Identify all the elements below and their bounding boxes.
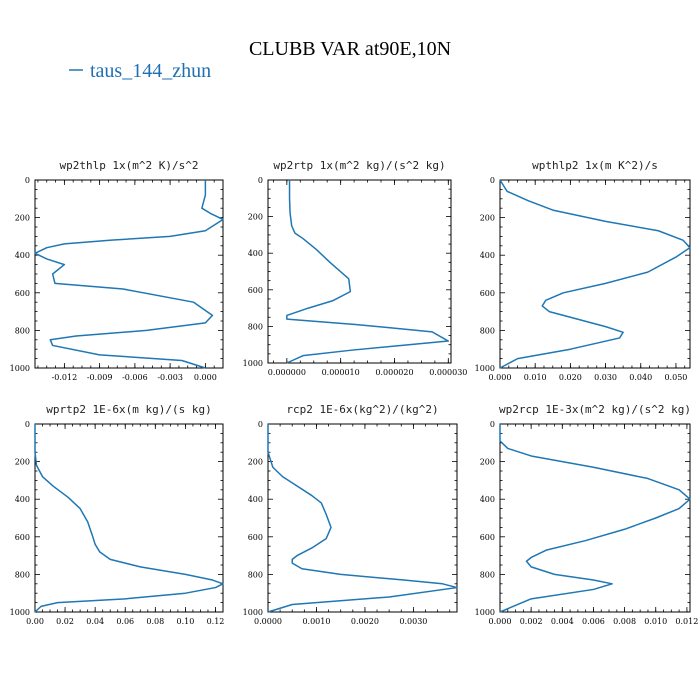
x-tick-label: 0.000 [194,373,217,382]
y-tick-label: 200 [248,458,263,467]
y-tick-label: 400 [15,251,30,260]
x-tick-label: 0.040 [629,373,652,382]
x-tick-label: 0.000030 [429,368,467,377]
x-tick-label: 0.000 [489,373,512,382]
y-tick-label: 1000 [243,359,263,368]
y-tick-label: 800 [480,570,495,579]
y-tick-label: 0 [258,420,263,429]
y-tick-label: 200 [248,213,263,222]
plot-frame [267,179,452,364]
y-tick-label: 200 [15,214,30,223]
panel-title: wp2rtp 1x(m^2 kg)/(s^2 kg) [273,159,445,172]
x-tick-label: 0.000020 [375,368,413,377]
panel-3: wpthlp2 1x(m K^2)/s 0 200 400 600 800 10000.00… [475,159,691,382]
y-tick-label: 0 [25,176,30,185]
x-tick-label: 0.000 [489,617,512,626]
plot-frame [267,423,458,613]
x-tick-label: 0.004 [551,617,574,626]
plot-frame [34,423,224,613]
panel-title: wp2rcp 1E-3x(m^2 kg)/(s^2 kg) [499,403,691,416]
y-tick-label: 600 [480,533,495,542]
x-tick-label: 0.030 [594,373,617,382]
y-tick-label: 400 [248,495,263,504]
legend: taus_144_zhun [69,60,211,82]
y-tick-label: 1000 [243,608,263,617]
panel-2: wp2rtp 1x(m^2 kg)/(s^2 kg) 0 200 400 600 800 1… [243,159,468,377]
x-tick-label: -0.003 [157,373,183,382]
x-tick-label: 0.000010 [322,368,360,377]
y-tick-label: 800 [248,570,263,579]
plot-frame [34,179,224,369]
x-tick-label: 0.010 [644,617,667,626]
y-tick-label: 0 [25,420,30,429]
y-tick-label: 400 [15,495,30,504]
x-tick-label: 0.06 [116,617,134,626]
x-tick-label: 0.012 [675,617,698,626]
x-tick-label: 0.04 [86,617,104,626]
y-tick-label: 1000 [475,364,495,373]
x-tick-label: 0.050 [664,373,687,382]
series-line [286,180,450,364]
x-tick-label: 0.12 [207,617,225,626]
y-tick-label: 600 [248,286,263,295]
y-tick-label: 600 [480,289,495,298]
x-tick-label: -0.009 [87,373,113,382]
panel-5: rcp2 1E-6x(kg^2)/(kg^2) 0 200 400 600 800 1000… [243,403,458,626]
y-tick-label: 800 [248,322,263,331]
y-tick-label: 0 [258,176,263,185]
panel-title: wp2thlp 1x(m^2 K)/s^2 [59,159,198,172]
y-tick-label: 1000 [475,608,495,617]
y-tick-label: 800 [15,570,30,579]
x-tick-label: 0.0030 [399,617,427,626]
y-tick-label: 400 [248,249,263,258]
x-tick-label: 0.0020 [351,617,379,626]
y-tick-label: 600 [248,533,263,542]
y-tick-label: 600 [15,533,30,542]
y-tick-label: 1000 [10,364,30,373]
y-tick-label: 800 [480,326,495,335]
series-line [499,179,691,369]
legend-label: taus_144_zhun [90,60,211,82]
panel-title: wprtp2 1E-6x(m kg)/(s kg) [46,403,212,416]
y-tick-label: 400 [480,251,495,260]
panel-title: wpthlp2 1x(m K^2)/s [532,159,658,172]
x-tick-label: 0.002 [520,617,543,626]
plot-frame [499,423,691,613]
y-tick-label: 1000 [10,608,30,617]
x-tick-label: -0.006 [122,373,148,382]
y-tick-label: 200 [480,214,495,223]
panel-1: wp2thlp 1x(m^2 K)/s^2 0 200 400 600 800 1000 -0… [10,159,224,382]
y-tick-label: 600 [15,289,30,298]
y-tick-label: 200 [15,458,30,467]
x-tick-label: 0.10 [176,617,194,626]
series-line [34,180,224,369]
x-tick-label: 0.08 [146,617,164,626]
y-tick-label: 800 [15,326,30,335]
x-tick-label: 0.00 [26,617,44,626]
x-tick-label: 0.0000 [254,617,282,626]
panel-grid: wp2thlp 1x(m^2 K)/s^2 0 200 400 600 800 1000 -0… [10,159,699,626]
x-tick-label: 0.010 [524,373,547,382]
series-line [267,424,458,613]
y-tick-label: 0 [490,420,495,429]
figure-title: CLUBB VAR at90E,10N [249,38,451,60]
y-tick-label: 400 [480,495,495,504]
plot-frame [499,179,691,369]
x-tick-label: 0.006 [582,617,605,626]
x-tick-label: 0.000000 [268,368,306,377]
x-tick-label: 0.020 [559,373,582,382]
panel-6: wp2rcp 1E-3x(m^2 kg)/(s^2 kg) 0 200 400 600 8… [475,403,699,626]
series-line [34,424,224,613]
y-tick-label: 0 [490,176,495,185]
panel-4: wprtp2 1E-6x(m kg)/(s kg) 0 200 400 600 800 10… [10,403,225,626]
x-tick-label: -0.012 [52,373,78,382]
panel-title: rcp2 1E-6x(kg^2)/(kg^2) [286,403,438,416]
x-tick-label: 0.0010 [302,617,330,626]
x-tick-label: 0.02 [56,617,74,626]
x-tick-label: 0.008 [613,617,636,626]
series-line [499,424,691,613]
y-tick-label: 200 [480,458,495,467]
